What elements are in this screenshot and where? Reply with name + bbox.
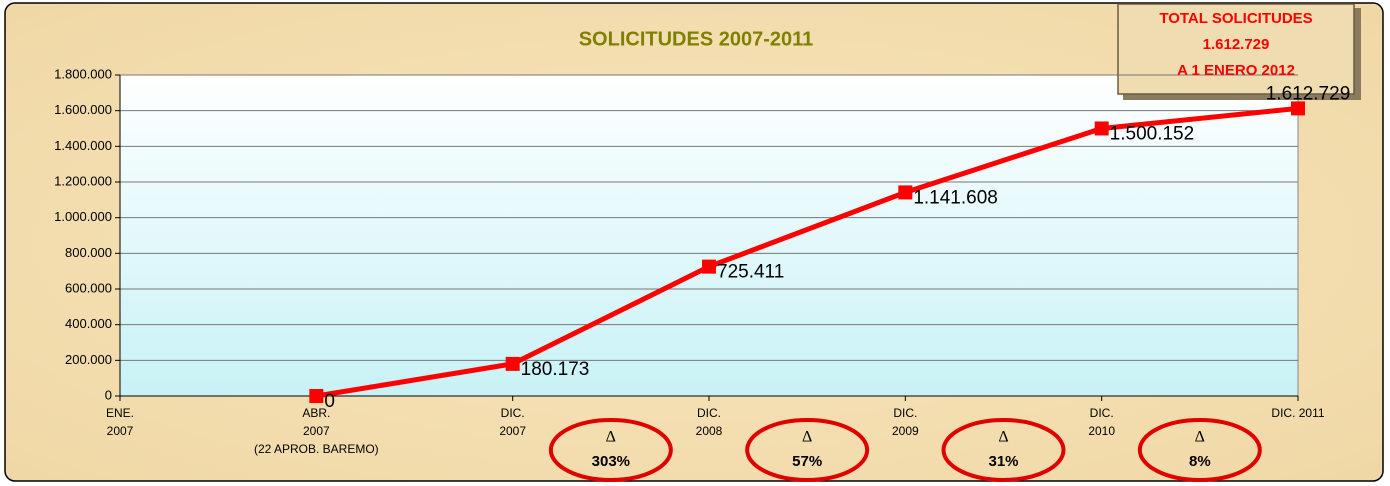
y-tick-label: 1.000.000 bbox=[54, 209, 112, 224]
data-label: 1.500.152 bbox=[1110, 123, 1195, 144]
x-tick-label: DIC. 2009 bbox=[892, 406, 919, 438]
total-box-text: 1.612.729 bbox=[1203, 36, 1270, 53]
x-tick-label: ENE. 2007 bbox=[106, 406, 134, 438]
change-symbol: Δ bbox=[606, 429, 616, 446]
data-point bbox=[505, 356, 520, 371]
change-ellipse bbox=[941, 418, 1066, 482]
data-point bbox=[898, 185, 913, 200]
y-tick-label: 1.400.000 bbox=[54, 138, 112, 153]
y-tick-label: 0 bbox=[105, 387, 112, 402]
y-tick-label: 1.200.000 bbox=[54, 173, 112, 188]
change-symbol: Δ bbox=[802, 429, 812, 446]
data-point bbox=[1094, 121, 1109, 136]
change-symbol: Δ bbox=[1195, 429, 1205, 446]
change-ellipse bbox=[1137, 418, 1262, 482]
x-tick-label: DIC. 2008 bbox=[696, 406, 723, 438]
change-label: 303% bbox=[592, 453, 630, 470]
x-tick-label: DIC. 2011 bbox=[1271, 406, 1324, 420]
x-tick-label: DIC. 2010 bbox=[1088, 406, 1115, 438]
x-tick-label: ABR. 2007 (22 APROB. BAREMO) bbox=[254, 406, 379, 456]
data-point bbox=[702, 259, 716, 274]
data-label: 1.141.608 bbox=[913, 187, 998, 208]
y-tick-label: 1.600.000 bbox=[54, 102, 112, 117]
data-label: 180.173 bbox=[521, 359, 590, 380]
data-label: 1.612.729 bbox=[1266, 83, 1351, 104]
y-tick-label: 400.000 bbox=[65, 316, 112, 331]
y-tick-label: 1.800.000 bbox=[54, 66, 112, 81]
data-label: 725.411 bbox=[717, 262, 784, 283]
data-point bbox=[309, 389, 324, 403]
x-tick-label: DIC. 2007 bbox=[499, 406, 526, 438]
y-tick-label: 600.000 bbox=[65, 280, 112, 295]
chart-title: SOLICITUDES 2007-2011 bbox=[579, 28, 814, 50]
y-tick-label: 800.000 bbox=[65, 245, 112, 260]
total-box bbox=[1117, 3, 1355, 95]
data-label: 0 bbox=[324, 391, 335, 412]
change-ellipse bbox=[548, 418, 673, 482]
change-label: 8% bbox=[1189, 453, 1211, 470]
total-box-text: A 1 ENERO 2012 bbox=[1177, 62, 1295, 79]
y-tick-label: 200.000 bbox=[65, 352, 112, 367]
total-box-text: TOTAL SOLICITUDES bbox=[1159, 10, 1312, 27]
data-point bbox=[1291, 101, 1305, 116]
series-line bbox=[315, 105, 1299, 399]
change-label: 31% bbox=[988, 453, 1018, 470]
change-ellipse bbox=[745, 418, 870, 482]
change-symbol: Δ bbox=[998, 429, 1008, 446]
change-label: 57% bbox=[792, 453, 822, 470]
